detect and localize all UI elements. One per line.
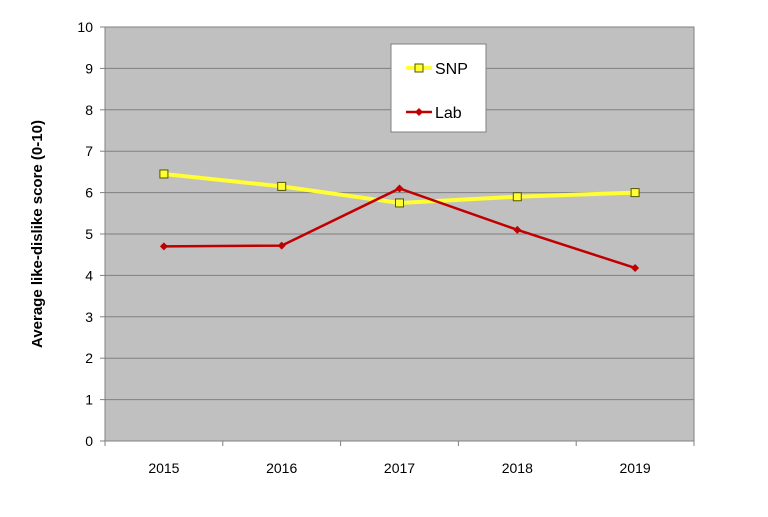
x-tick-label: 2018 bbox=[502, 460, 533, 476]
y-tick-label: 5 bbox=[85, 226, 93, 242]
data-point-snp bbox=[512, 192, 522, 202]
x-tick-label: 2015 bbox=[148, 460, 179, 476]
data-point-snp bbox=[159, 169, 169, 179]
data-point-lab bbox=[395, 184, 404, 193]
y-tick-label: 9 bbox=[85, 60, 93, 76]
y-tick-label: 1 bbox=[85, 392, 93, 408]
y-tick-label: 7 bbox=[85, 143, 93, 159]
y-tick-label: 0 bbox=[85, 433, 93, 449]
series-group bbox=[159, 169, 640, 272]
legend-box bbox=[390, 43, 487, 133]
data-point-snp bbox=[630, 188, 640, 198]
y-tick-label: 6 bbox=[85, 185, 93, 201]
y-tick-label: 4 bbox=[85, 267, 93, 283]
legend-label-lab: Lab bbox=[435, 105, 462, 122]
y-axis-ticks: 0 1 2 3 4 5 6 7 8 9 10 bbox=[77, 19, 105, 449]
y-tick-label: 2 bbox=[85, 350, 93, 366]
y-tick-label: 3 bbox=[85, 309, 93, 325]
data-point-snp bbox=[395, 198, 404, 208]
data-point-lab bbox=[159, 242, 168, 251]
x-axis-ticks: 2015 2016 2017 2018 2019 bbox=[104, 441, 695, 476]
data-point-lab bbox=[277, 241, 286, 250]
legend-marker-snp bbox=[414, 63, 424, 73]
legend-label-snp: SNP bbox=[435, 61, 468, 78]
data-point-snp bbox=[277, 181, 287, 191]
x-tick-label: 2017 bbox=[384, 460, 415, 476]
legend: SNP Lab bbox=[390, 43, 487, 133]
y-axis-label: Average like-dislike score (0-10) bbox=[29, 120, 46, 348]
y-tick-label: 8 bbox=[85, 102, 93, 118]
y-tick-label: 10 bbox=[77, 19, 93, 35]
data-point-lab bbox=[513, 225, 522, 234]
x-tick-label: 2019 bbox=[620, 460, 651, 476]
legend-marker-lab bbox=[415, 108, 423, 116]
data-point-lab bbox=[631, 263, 640, 272]
x-tick-label: 2016 bbox=[266, 460, 297, 476]
